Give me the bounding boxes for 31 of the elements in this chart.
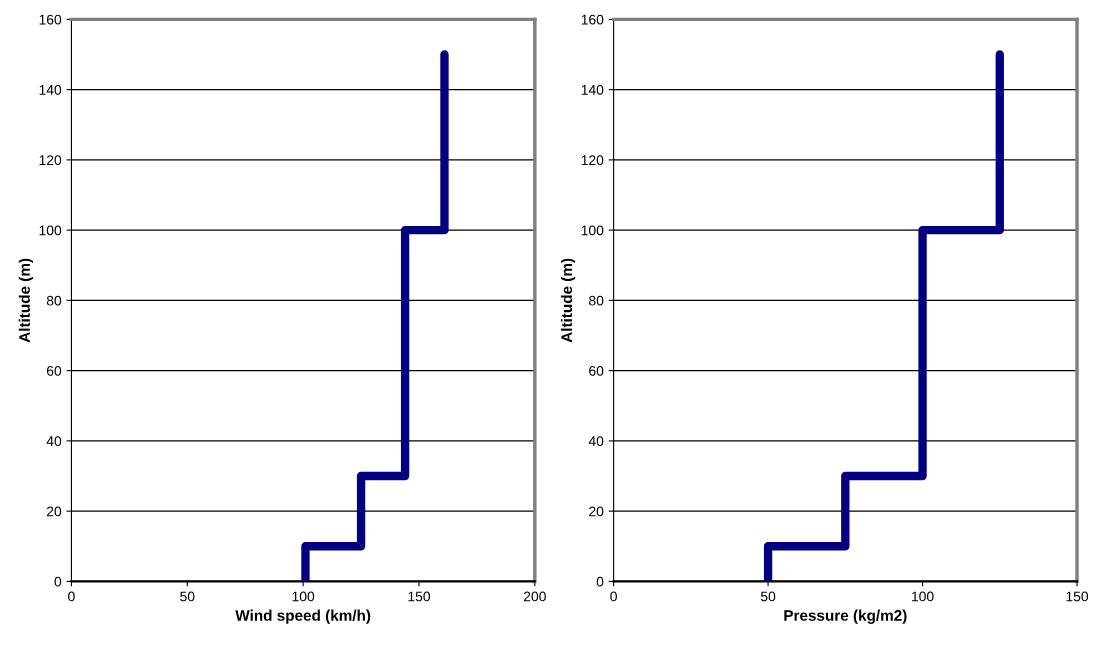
y-axis-title: Altitude (m) — [560, 258, 576, 343]
x-tick-label: 0 — [68, 591, 75, 602]
x-tick-label: 150 — [408, 591, 431, 602]
x-tick-label: 150 — [1066, 591, 1089, 602]
x-tick-label: 0 — [610, 591, 617, 602]
y-tick-label: 140 — [581, 84, 604, 95]
x-tick-label: 50 — [180, 591, 195, 602]
x-tick-label: 100 — [292, 591, 315, 602]
y-tick-label: 140 — [39, 84, 62, 95]
y-tick-label: 80 — [46, 295, 62, 306]
x-tick-label: 200 — [523, 591, 546, 602]
y-tick-label: 120 — [581, 155, 604, 166]
y-tick-label: 100 — [581, 225, 604, 236]
y-tick-label: 80 — [589, 295, 604, 306]
x-axis-title: Wind speed (km/h) — [235, 609, 371, 624]
y-tick-label: 0 — [596, 576, 604, 587]
x-tick-label: 50 — [760, 591, 776, 602]
x-axis-title: Pressure (kg/m2) — [784, 609, 907, 624]
y-tick-label: 20 — [46, 506, 62, 517]
y-tick-label: 60 — [46, 365, 62, 376]
y-tick-label: 160 — [581, 14, 604, 25]
y-tick-label: 0 — [54, 576, 62, 587]
y-tick-label: 120 — [39, 155, 62, 166]
y-axis-title: Altitude (m) — [18, 258, 33, 343]
y-tick-label: 160 — [39, 14, 62, 25]
x-tick-label: 100 — [912, 591, 934, 602]
y-tick-label: 60 — [589, 365, 604, 376]
y-tick-label: 40 — [588, 436, 604, 447]
y-tick-label: 20 — [589, 506, 604, 517]
y-tick-label: 100 — [39, 225, 62, 236]
y-tick-label: 40 — [46, 436, 62, 447]
